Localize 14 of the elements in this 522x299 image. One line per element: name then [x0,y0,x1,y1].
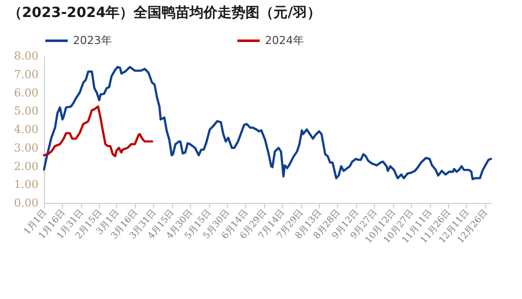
y-tick-label: 1.00 [14,178,38,192]
y-tick-label: 2.00 [14,160,38,173]
y-tick-label: 8.00 [14,50,38,62]
y-tick-label: 7.00 [14,68,38,81]
y-tick-label: 6.00 [14,86,38,100]
y-tick-label: 3.00 [14,141,38,154]
line-series [42,66,492,180]
y-tick-label: 0.00 [14,196,38,210]
legend-label: 2024年 [265,34,304,47]
y-tick-label: 4.00 [14,123,38,136]
chart-title: （2023-2024年）全国鸭苗均价走势图（元/羽） [8,5,321,21]
y-tick-label: 5.00 [14,104,38,118]
legend-label: 2023年 [73,34,112,47]
line-series [42,105,154,158]
